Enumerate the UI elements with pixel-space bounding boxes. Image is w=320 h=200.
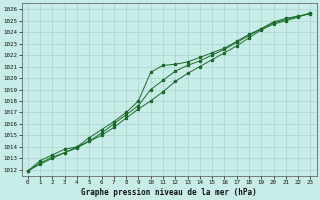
X-axis label: Graphe pression niveau de la mer (hPa): Graphe pression niveau de la mer (hPa) (81, 188, 257, 197)
